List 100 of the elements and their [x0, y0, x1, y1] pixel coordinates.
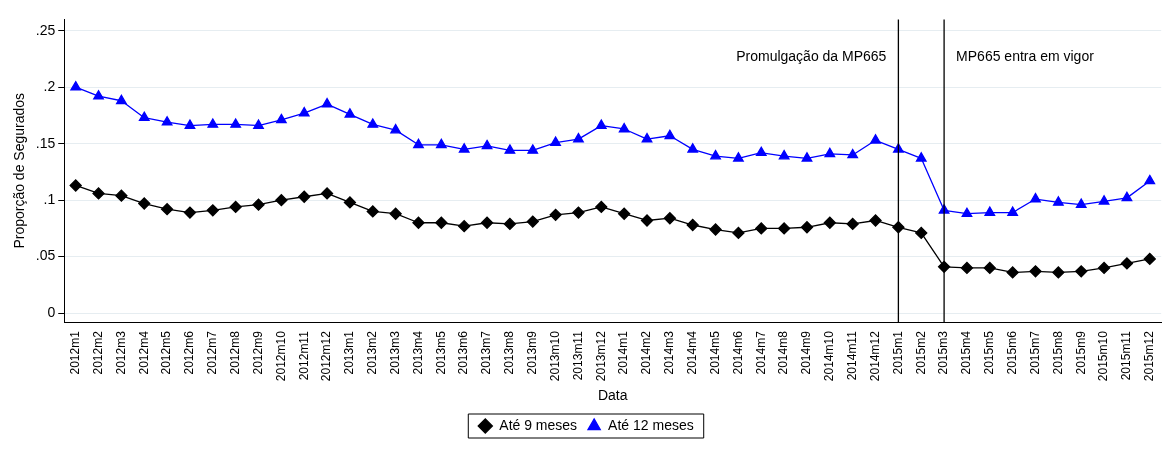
- x-tick-label: 2014m2: [639, 330, 654, 375]
- x-tick-label: 2014m1: [616, 330, 631, 375]
- point: [595, 200, 608, 214]
- point: [367, 118, 379, 128]
- point: [70, 81, 82, 91]
- point: [321, 97, 333, 108]
- x-tick-label: 2012m6: [182, 330, 197, 375]
- point: [275, 194, 288, 207]
- x-tick-label: 2013m7: [479, 330, 494, 375]
- point: [503, 217, 517, 231]
- point: [961, 207, 973, 218]
- x-tick-label: 2013m5: [433, 330, 448, 375]
- point: [823, 216, 836, 229]
- x-tick-label: 2015m1: [890, 330, 905, 375]
- point: [527, 144, 539, 154]
- point: [755, 146, 767, 157]
- x-tick-label: 2012m9: [250, 330, 265, 375]
- point: [732, 226, 745, 240]
- point: [960, 261, 974, 275]
- point: [1121, 191, 1133, 202]
- point: [1007, 206, 1019, 216]
- point: [458, 219, 471, 233]
- point: [618, 207, 631, 220]
- point: [733, 152, 744, 162]
- point: [206, 204, 219, 217]
- point: [480, 216, 494, 229]
- point: [253, 119, 264, 129]
- ref-line-label: Promulgação da MP665: [736, 48, 887, 65]
- point: [755, 222, 768, 235]
- y-tick-label: .1: [43, 191, 56, 208]
- point: [115, 189, 128, 202]
- point: [1075, 198, 1087, 209]
- x-tick-label: 2015m8: [1050, 330, 1065, 375]
- y-tick-label: .2: [43, 78, 56, 95]
- point: [366, 205, 379, 218]
- point: [275, 113, 287, 124]
- x-tick-label: 2012m4: [136, 330, 151, 375]
- point: [1097, 261, 1111, 275]
- x-tick-label: 2012m5: [159, 330, 174, 375]
- point: [572, 206, 585, 219]
- point: [824, 147, 836, 158]
- point: [710, 149, 721, 160]
- y-tick-label: .05: [35, 247, 56, 264]
- point: [115, 94, 127, 105]
- x-tick-label: 2012m10: [273, 330, 288, 382]
- point: [298, 190, 311, 203]
- point: [390, 123, 402, 134]
- point: [686, 218, 699, 232]
- point: [915, 226, 928, 240]
- point: [847, 148, 859, 159]
- y-tick-label: .25: [35, 21, 56, 38]
- point: [526, 215, 539, 228]
- point: [709, 223, 722, 236]
- point: [550, 136, 562, 146]
- point: [664, 129, 676, 140]
- x-tick-label: 2013m6: [456, 330, 471, 375]
- point: [183, 206, 197, 219]
- point: [1029, 265, 1042, 278]
- point: [595, 119, 607, 129]
- point: [1052, 266, 1065, 279]
- x-tick-label: 2012m11: [296, 330, 311, 381]
- x-tick-label: 2015m9: [1073, 330, 1088, 375]
- point: [389, 207, 402, 220]
- x-tick-label: 2012m1: [68, 330, 82, 375]
- x-tick-label: 2015m3: [936, 330, 951, 375]
- point: [687, 143, 699, 153]
- x-tick-label: 2014m7: [753, 330, 768, 375]
- point: [344, 108, 356, 118]
- point: [413, 138, 424, 149]
- point: [1030, 192, 1041, 203]
- point: [846, 217, 859, 231]
- point: [983, 261, 996, 275]
- x-axis-title: Data: [597, 387, 628, 404]
- point: [549, 208, 562, 221]
- x-tick-label: 2014m5: [707, 330, 722, 375]
- point: [1143, 252, 1156, 266]
- point: [1144, 174, 1156, 185]
- x-tick-label: 2015m2: [913, 330, 928, 375]
- x-tick-label: 2014m10: [822, 330, 837, 382]
- point: [298, 107, 310, 117]
- point: [869, 214, 882, 227]
- x-tick-label: 2015m5: [982, 330, 997, 375]
- x-tick-label: 2014m11: [845, 330, 859, 381]
- point: [801, 152, 813, 162]
- point: [435, 216, 448, 229]
- x-tick-label: 2015m10: [1096, 330, 1111, 382]
- x-tick-label: 2013m4: [410, 330, 425, 375]
- y-tick-label: .15: [35, 134, 56, 151]
- point: [160, 203, 174, 216]
- x-tick-label: 2012m12: [319, 330, 334, 382]
- x-tick-label: 2013m11: [570, 330, 585, 381]
- point: [435, 138, 447, 149]
- legend-label: Até 9 meses: [499, 416, 578, 433]
- point: [184, 119, 196, 129]
- point: [1098, 195, 1110, 205]
- point: [1120, 257, 1134, 270]
- point: [504, 144, 516, 154]
- point: [1075, 265, 1088, 278]
- point: [138, 197, 151, 210]
- point: [207, 118, 219, 128]
